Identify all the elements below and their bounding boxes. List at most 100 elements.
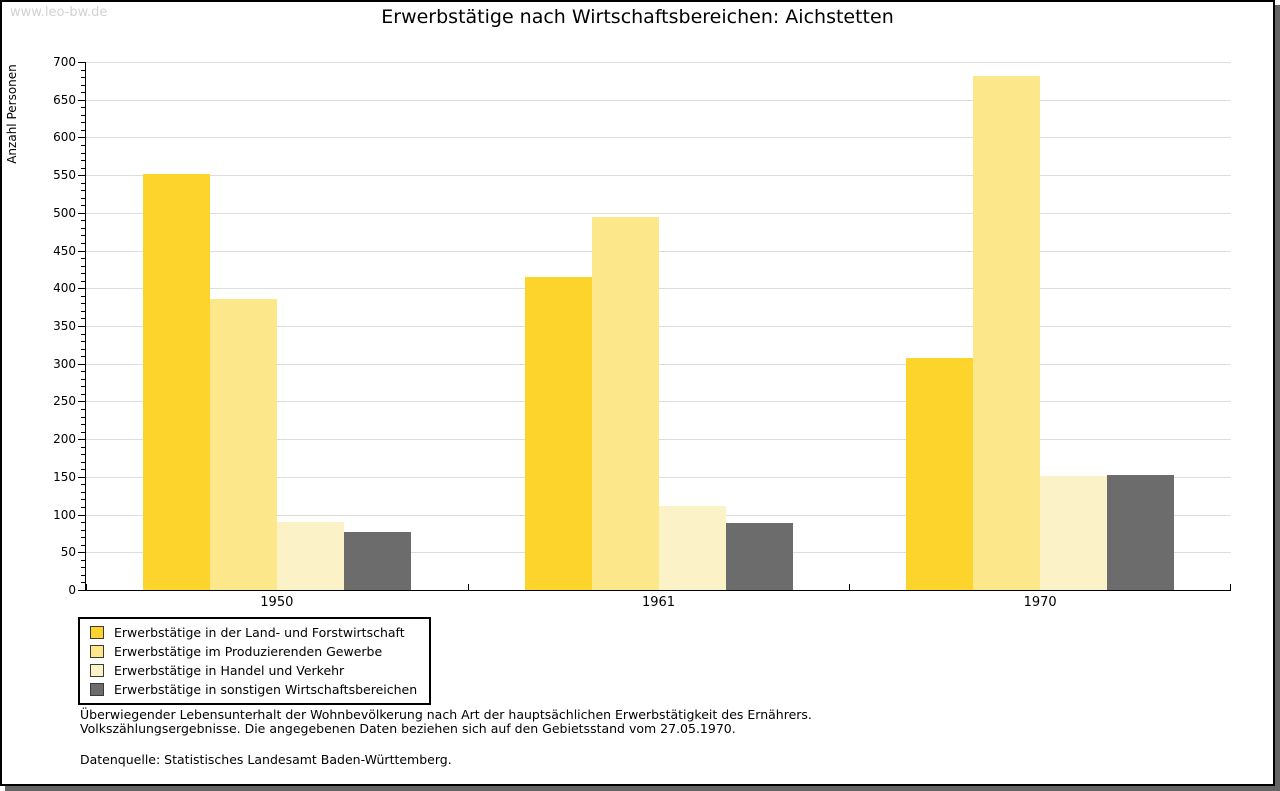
y-tick-label: 350 (53, 319, 76, 333)
legend-item-2: Erwerbstätige im Produzierenden Gewerbe (90, 645, 417, 658)
gridline (86, 326, 1231, 327)
y-minor-tick (81, 378, 85, 380)
y-tick-label: 650 (53, 92, 76, 107)
y-tick-label: 50 (60, 545, 76, 560)
y-minor-tick (81, 310, 85, 312)
data-source: Datenquelle: Statistisches Landesamt Bad… (80, 752, 452, 767)
gridline (86, 439, 1231, 441)
y-major-tick (78, 212, 85, 214)
x-tick (849, 584, 851, 590)
x-tick (86, 584, 87, 590)
y-minor-tick (81, 567, 85, 569)
bar-1950-series-2 (209, 298, 277, 590)
y-major-tick (78, 99, 85, 101)
y-minor-tick (81, 491, 85, 493)
gridline (86, 137, 1231, 139)
y-minor-tick (81, 484, 85, 486)
y-major-tick (78, 514, 85, 516)
y-minor-tick (81, 522, 85, 524)
y-minor-tick (81, 386, 85, 388)
y-minor-tick (81, 446, 85, 448)
y-minor-tick (81, 190, 85, 192)
y-minor-tick (81, 273, 85, 275)
y-minor-tick (81, 574, 85, 576)
y-major-tick (78, 552, 85, 554)
y-minor-tick (81, 469, 85, 471)
gridline (86, 212, 1231, 214)
y-minor-tick (81, 544, 85, 546)
y-minor-tick (81, 258, 85, 260)
y-tick-label: 300 (53, 356, 76, 371)
bar-1950-series-4 (343, 531, 411, 590)
y-minor-tick (81, 303, 85, 305)
gridline (86, 401, 1231, 403)
y-major-tick (78, 62, 85, 63)
gridline (86, 363, 1231, 365)
y-minor-tick (81, 416, 85, 418)
legend: Erwerbstätige in der Land- und Forstwirt… (78, 617, 432, 705)
footnote-line-1: Überwiegender Lebensunterhalt der Wohnbe… (80, 707, 812, 722)
gridline (86, 250, 1231, 252)
y-minor-tick (81, 371, 85, 373)
y-major-tick (78, 137, 85, 139)
plot-area: 0 50 100 150 200 250 300 350 400 450 500 550 600 650 7… (53, 55, 1231, 610)
legend-label: Erwerbstätige im Produzierenden Gewerbe (114, 644, 383, 659)
gridline (86, 288, 1231, 290)
legend-swatch-icon (90, 645, 104, 658)
y-minor-tick (81, 182, 85, 184)
legend-swatch-icon (90, 626, 104, 639)
bar-1970-series-2 (973, 75, 1041, 590)
y-minor-tick (81, 265, 85, 267)
y-minor-tick (81, 235, 85, 237)
y-tick-label: 400 (53, 281, 76, 296)
y-minor-tick (81, 69, 85, 71)
y-major-tick (78, 401, 85, 403)
bar-1961-series-1 (524, 276, 592, 590)
y-minor-tick (81, 167, 85, 169)
y-minor-tick (81, 393, 85, 395)
y-minor-tick (81, 499, 85, 501)
y-minor-tick (81, 582, 85, 584)
chart-title: Erwerbstätige nach Wirtschaftsbereichen:… (381, 6, 894, 28)
y-minor-tick (81, 84, 85, 86)
y-minor-tick (81, 408, 85, 410)
y-minor-tick (81, 227, 85, 229)
gridline (86, 476, 1231, 478)
y-minor-tick (81, 92, 85, 94)
y-minor-tick (81, 197, 85, 199)
y-major-tick (78, 326, 85, 327)
x-category-label: 1961 (641, 595, 676, 610)
footnote-line-2: Volkszählungsergebnisse. Die angegebenen… (80, 721, 736, 736)
y-minor-tick (81, 333, 85, 335)
y-minor-tick (81, 114, 85, 116)
y-minor-tick (81, 454, 85, 456)
y-major-tick (78, 363, 85, 365)
y-minor-tick (81, 280, 85, 282)
y-tick-label: 500 (53, 205, 76, 220)
y-axis-label: Anzahl Personen (5, 64, 19, 164)
bar-1970-series-1 (906, 358, 974, 590)
y-minor-tick (81, 122, 85, 124)
legend-label: Erwerbstätige in der Land- und Forstwirt… (114, 625, 405, 640)
gridline (86, 99, 1231, 101)
gridline (86, 175, 1231, 177)
y-minor-tick (81, 559, 85, 561)
y-minor-tick (81, 537, 85, 539)
x-tick (467, 584, 469, 590)
y-minor-tick (81, 152, 85, 154)
y-minor-tick (81, 424, 85, 426)
y-tick-label: 450 (53, 243, 76, 258)
y-tick-label: 250 (53, 394, 76, 409)
y-minor-tick (81, 295, 85, 297)
y-minor-tick (81, 144, 85, 146)
y-tick-label: 700 (53, 55, 76, 69)
y-major-tick (78, 439, 85, 441)
y-minor-tick (81, 507, 85, 509)
y-tick-label: 550 (53, 168, 76, 183)
watermark: www.leo-bw.de (10, 5, 108, 20)
bar-1970-series-3 (1040, 476, 1108, 590)
y-major-tick (78, 250, 85, 252)
x-category-label: 1970 (1023, 595, 1057, 610)
